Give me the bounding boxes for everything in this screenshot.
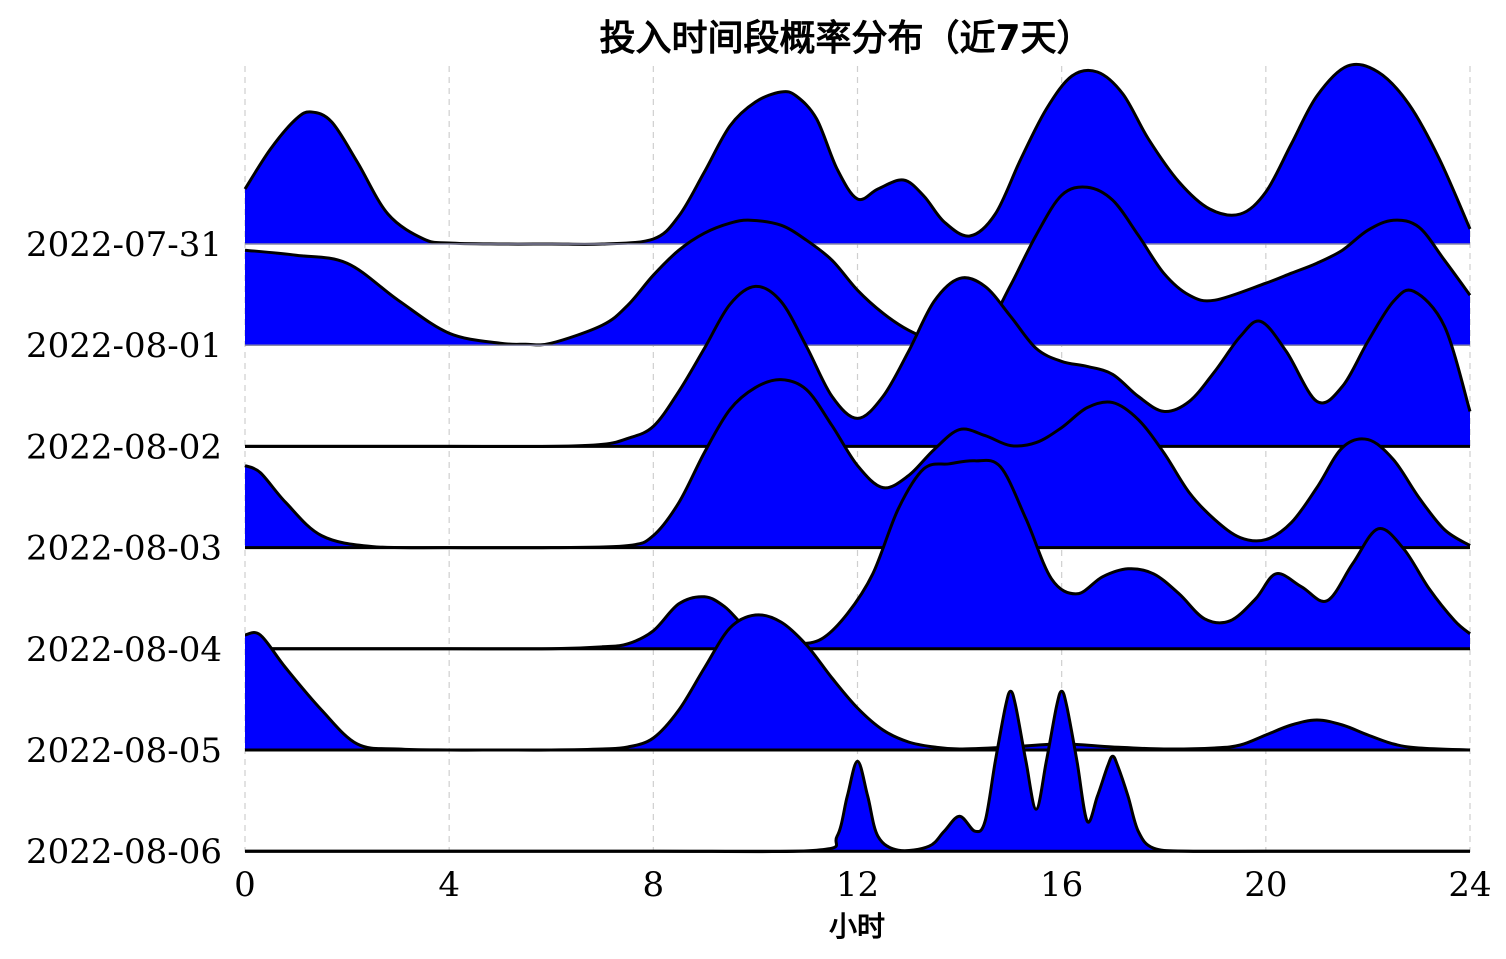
ridge-2022-08-05 [244,613,1471,752]
y-tick-label-2022-08-05: 2022-08-05 [26,731,222,771]
ridge-line-2022-07-31 [243,62,1472,246]
ridge-area-2022-08-06 [245,691,1470,852]
ridge-2022-08-06 [244,689,1470,854]
x-tick-label-5: 20 [1244,865,1287,905]
y-tick-labels: 2022-07-31 2022-08-01 2022-08-02 2022-08-03… [26,225,222,872]
y-tick-label-2022-08-06: 2022-08-06 [26,832,222,872]
ridge-2022-08-03 [244,378,1471,550]
x-axis-label: 小时 [829,910,885,943]
x-tick-label-6: 24 [1448,865,1491,905]
ridge-line-2022-08-04 [245,458,1471,651]
ridge-area-2022-08-03 [245,379,1470,548]
ridge-area-2022-08-05 [245,614,1470,751]
x-tick-label-4: 16 [1040,865,1083,905]
y-tick-label-2022-08-01: 2022-08-01 [26,326,222,366]
x-tick-label-2: 8 [643,865,665,905]
ridge-2022-08-02 [245,276,1472,449]
y-tick-label-2022-07-31: 2022-07-31 [26,225,222,265]
ridge-area-2022-07-31 [245,64,1470,245]
ridge-line-2022-08-02 [245,276,1472,449]
ridge-line-2022-08-06 [244,689,1470,854]
ridges [243,62,1472,854]
ridge-area-2022-08-01 [245,186,1470,346]
y-tick-label-2022-08-02: 2022-08-02 [26,427,222,467]
ridge-2022-08-04 [245,458,1471,651]
ridge-area-2022-08-02 [245,277,1470,447]
x-tick-labels: 0 4 8 12 16 20 24 [234,865,1491,905]
x-tick-label-3: 12 [836,865,879,905]
y-tick-label-2022-08-04: 2022-08-04 [26,630,222,670]
ridge-area-2022-08-04 [245,460,1470,649]
x-tick-label-1: 4 [438,865,460,905]
ridge-2022-07-31 [243,62,1472,246]
chart-title: 投入时间段概率分布（近7天） [599,18,1092,59]
y-tick-label-2022-08-03: 2022-08-03 [26,529,222,569]
x-tick-label-0: 0 [234,865,256,905]
